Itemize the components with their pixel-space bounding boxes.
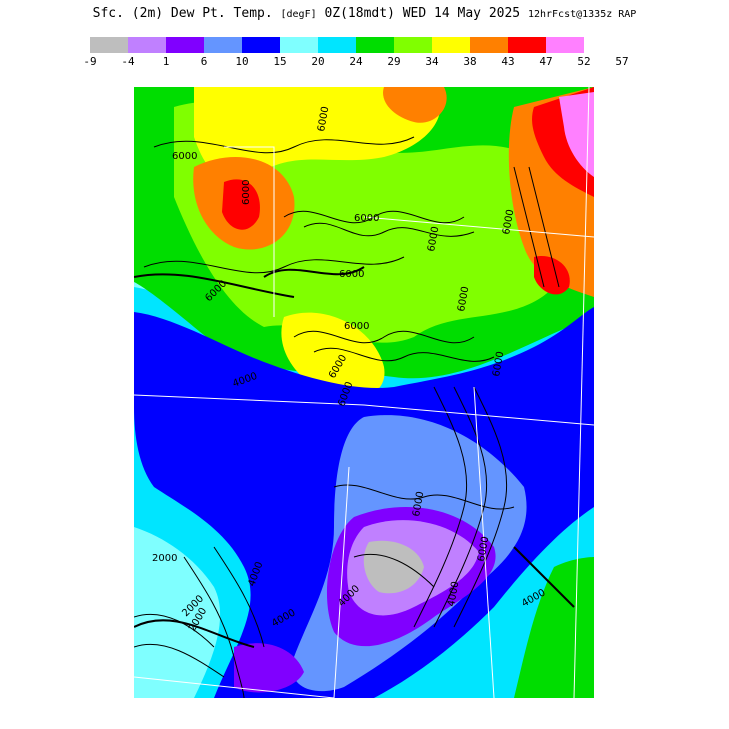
legend-label: -4 [121,55,135,68]
contour-label: 4000 [446,581,461,608]
legend-swatch-10 [470,37,508,53]
legend-label: 1 [162,55,170,68]
region-34-north [194,87,441,184]
title-main: Sfc. (2m) Dew Pt. Temp. [92,6,273,21]
color-legend: -9 -4 1 6 10 15 20 24 29 34 38 43 47 52 57 [83,37,690,71]
legend-swatch-8 [394,37,432,53]
contour-label: 6000 [411,491,426,518]
legend-swatch-9 [432,37,470,53]
contour-label: 6000 [339,269,364,280]
legend-label: 34 [425,55,439,68]
legend-label: 57 [615,55,629,68]
legend-swatch-1 [128,37,166,53]
contour-label: 6000 [426,226,441,253]
contour-label: 6000 [501,209,516,236]
legend-label: 10 [235,55,249,68]
legend-swatch-3 [204,37,242,53]
legend-swatch-11 [508,37,546,53]
legend-swatch-0 [90,37,128,53]
contour-label: 6000 [456,286,471,313]
legend-label: 43 [501,55,515,68]
legend-label: 47 [539,55,553,68]
contour-label: 6000 [476,536,491,563]
contour-label: 6000 [172,151,197,162]
legend-label: 52 [577,55,591,68]
legend-swatch-2 [166,37,204,53]
contour-label: 2000 [152,553,177,564]
legend-swatch-4 [242,37,280,53]
legend-swatch-5 [280,37,318,53]
legend-label: 20 [311,55,325,68]
title-valid-time: 0Z(18mdt) WED 14 May 2025 [324,6,521,21]
region-24-southeast [514,557,594,698]
legend-label: 6 [200,55,208,68]
legend-label: 24 [349,55,363,68]
legend-label: 29 [387,55,401,68]
contour-label: 6000 [344,321,369,332]
region-47-northeast [559,92,594,177]
region-15-southwest [134,527,221,698]
title-model-run: 12hrFcst@1335z RAP [527,9,637,20]
region-minus9 [363,540,424,594]
legend-label: -9 [83,55,97,68]
contour-label: 6000 [241,180,252,205]
contour-label: 6000 [491,351,506,378]
region-38-top [383,87,447,123]
title-units: [degF] [280,9,317,20]
legend-swatch-6 [318,37,356,53]
dewpoint-map: 6000 6000 6000 6000 6000 6000 6000 6000 6000 6000… [134,87,594,698]
map-title: Sfc. (2m) Dew Pt. Temp. [degF] 0Z(18mdt)… [0,6,729,21]
legend-label: 38 [463,55,477,68]
contour-label: 6000 [354,213,379,224]
legend-swatch-7 [356,37,394,53]
map-canvas: 6000 6000 6000 6000 6000 6000 6000 6000 6000 6000… [134,87,594,698]
legend-labels: -9 -4 1 6 10 15 20 24 29 34 38 43 47 52 57 [83,55,690,71]
contour-label: 6000 [316,106,331,133]
region-1-southwest [234,643,304,693]
region-43-northwest [222,179,260,230]
state-borders [134,87,594,698]
legend-label: 15 [273,55,287,68]
legend-swatch-12 [546,37,584,53]
legend-color-bar [90,37,690,53]
